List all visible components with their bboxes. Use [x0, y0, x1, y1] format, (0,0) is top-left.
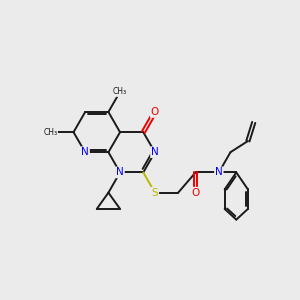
Text: N: N [151, 147, 159, 157]
Text: N: N [81, 147, 89, 157]
Text: N: N [116, 167, 124, 177]
Text: N: N [215, 167, 223, 177]
Text: O: O [151, 107, 159, 117]
Text: O: O [191, 188, 200, 198]
Text: CH₃: CH₃ [113, 87, 127, 96]
Text: CH₃: CH₃ [43, 128, 57, 137]
Text: S: S [152, 188, 158, 198]
